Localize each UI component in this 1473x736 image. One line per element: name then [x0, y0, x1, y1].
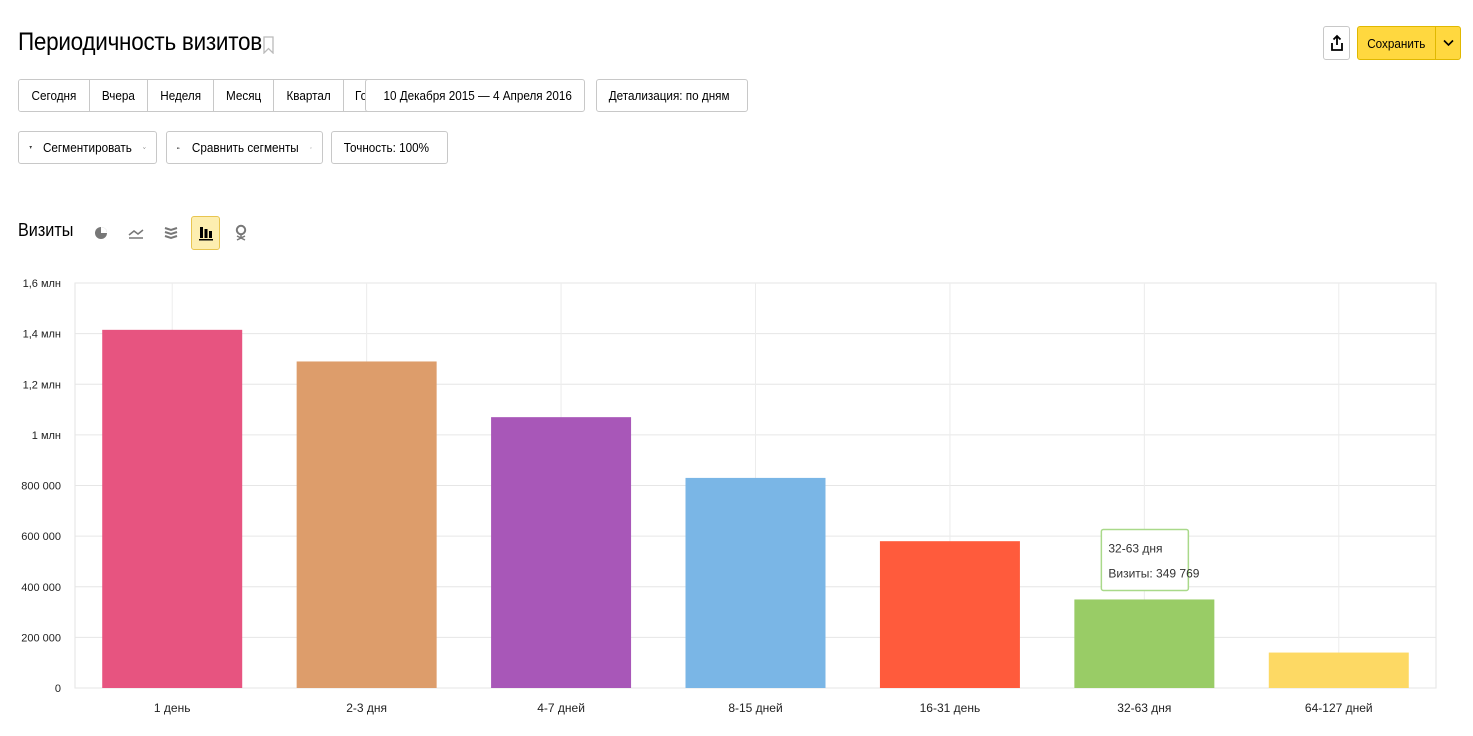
x-tick-label: 2-3 дня [346, 701, 387, 715]
map-icon [235, 224, 246, 241]
bar-chart-icon [198, 227, 213, 241]
area-chart-icon [164, 227, 177, 240]
tab-today[interactable]: Сегодня [19, 80, 90, 111]
date-range-button[interactable]: 10 Декабря 2015 — 4 Апреля 2016 [365, 79, 585, 112]
tab-yesterday[interactable]: Вчера [89, 80, 148, 111]
period-tabs: Сегодня Вчера Неделя Месяц Квартал Год [18, 79, 386, 112]
section-title: Визиты [18, 220, 74, 240]
x-tick-label: 16-31 день [920, 701, 981, 715]
bar-chart: 0 200 000 400 000 600 000 800 000 1 млн 1,2 мл… [21, 278, 1437, 715]
tab-quarter[interactable]: Квартал [274, 80, 345, 111]
y-tick-label: 1,6 млн [23, 278, 61, 290]
compare-label: Сравнить сегменты [191, 140, 299, 155]
bar[interactable] [1268, 652, 1409, 688]
y-tick-label: 1,2 млн [23, 379, 61, 391]
tab-week[interactable]: Неделя [147, 80, 214, 111]
accuracy-dropdown[interactable]: Точность: 100% [331, 131, 448, 164]
bookmark-icon[interactable] [263, 36, 274, 54]
accuracy-label: Точность: 100% [343, 140, 430, 155]
bar[interactable] [296, 361, 437, 688]
x-tick-label: 64-127 дней [1305, 701, 1373, 715]
chart-bars [102, 329, 1409, 688]
pie-chart-icon [94, 227, 107, 239]
bar[interactable] [491, 417, 632, 688]
y-tick-label: 1,4 млн [23, 329, 61, 341]
y-axis: 0 200 000 400 000 600 000 800 000 1 млн 1,2 мл… [21, 278, 61, 695]
x-tick-label: 8-15 дней [728, 701, 782, 715]
tooltip-category: 32-63 дня [1108, 541, 1162, 555]
tab-month[interactable]: Месяц [213, 80, 275, 111]
line-chart-icon [128, 229, 143, 239]
chart-view-switcher [86, 216, 255, 250]
x-axis: 1 день 2-3 дня 4-7 дней 8-15 дней 16-31 день… [154, 701, 1373, 715]
chevron-down-icon [143, 146, 146, 149]
segment-label: Сегментировать [43, 140, 133, 155]
chevron-down-icon [310, 147, 312, 149]
date-range-label: 10 Декабря 2015 — 4 Апреля 2016 [383, 88, 573, 103]
y-tick-label: 800 000 [21, 481, 61, 493]
export-icon [1330, 34, 1343, 51]
save-button[interactable]: Сохранить [1357, 26, 1436, 60]
page-title: Периодичность визитов [18, 28, 262, 56]
segment-button[interactable]: Сегментировать [18, 131, 157, 164]
chevron-down-icon [1442, 39, 1454, 47]
x-tick-label: 4-7 дней [537, 701, 585, 715]
detail-label: Детализация: по дням [608, 88, 730, 103]
map-view-button[interactable] [226, 216, 255, 250]
pie-chart-view-button[interactable] [86, 216, 115, 250]
compare-icon [177, 146, 180, 149]
filter-icon [29, 146, 33, 149]
bar-chart-view-button[interactable] [191, 216, 220, 250]
detail-dropdown[interactable]: Детализация: по дням [596, 79, 748, 112]
y-tick-label: 600 000 [21, 531, 61, 543]
x-tick-label: 1 день [154, 701, 191, 715]
y-tick-label: 200 000 [21, 632, 61, 644]
x-tick-label: 32-63 дня [1117, 701, 1171, 715]
export-button[interactable] [1323, 26, 1350, 60]
line-chart-view-button[interactable] [121, 216, 150, 250]
compare-segments-button[interactable]: Сравнить сегменты [166, 131, 323, 164]
y-tick-label: 1 млн [32, 430, 61, 442]
bar[interactable] [685, 477, 826, 688]
save-dropdown-button[interactable] [1435, 26, 1461, 60]
bar[interactable] [1074, 599, 1215, 688]
bar[interactable] [879, 541, 1020, 688]
chart-tooltip: 32-63 дня Визиты: 349 769 [1100, 528, 1200, 592]
tooltip-value: Визиты: 349 769 [1108, 566, 1199, 580]
y-tick-label: 0 [55, 683, 61, 695]
area-chart-view-button[interactable] [156, 216, 185, 250]
bar[interactable] [102, 329, 243, 688]
tooltip-box [1100, 528, 1190, 592]
y-tick-label: 400 000 [21, 582, 61, 594]
